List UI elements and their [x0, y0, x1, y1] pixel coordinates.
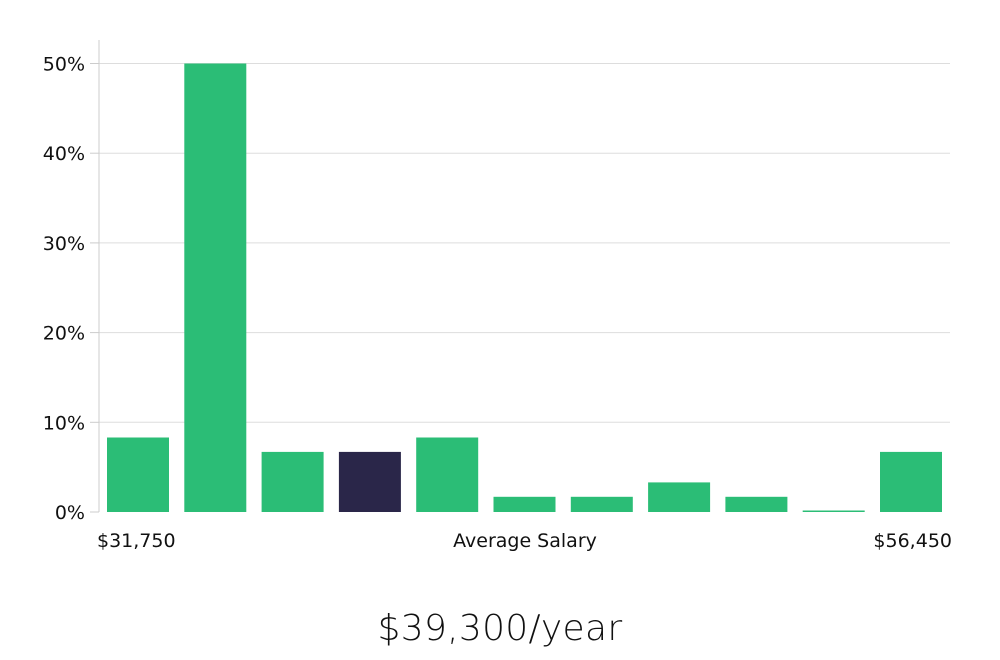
- bars: [107, 63, 942, 512]
- histogram-bar-highlighted: [338, 451, 401, 512]
- salary-histogram: 0% 10% 20% 30% 40% 50% $31,750 Average Salary…: [43, 40, 952, 552]
- y-axis-ticks: 0% 10% 20% 30% 40% 50%: [43, 54, 99, 524]
- histogram-bar: [261, 451, 324, 512]
- histogram-bar: [648, 482, 711, 512]
- y-tick-label: 50%: [43, 54, 85, 76]
- y-tick-label: 40%: [43, 143, 85, 165]
- y-tick-label: 20%: [43, 323, 85, 345]
- x-max-label: $56,450: [873, 530, 952, 552]
- histogram-bar: [416, 437, 479, 512]
- y-tick-label: 30%: [43, 233, 85, 255]
- x-center-label: Average Salary: [453, 530, 597, 552]
- histogram-bar: [880, 451, 942, 512]
- histogram-bar: [493, 496, 556, 512]
- y-tick-label: 0%: [55, 502, 85, 524]
- y-tick-label: 10%: [43, 412, 85, 434]
- histogram-bar: [107, 437, 169, 512]
- average-salary-summary: $39,300/year: [377, 608, 623, 649]
- histogram-bar: [570, 496, 633, 512]
- histogram-bar: [184, 63, 247, 512]
- histogram-bar: [725, 496, 788, 512]
- x-min-label: $31,750: [97, 530, 176, 552]
- histogram-bar: [802, 510, 865, 512]
